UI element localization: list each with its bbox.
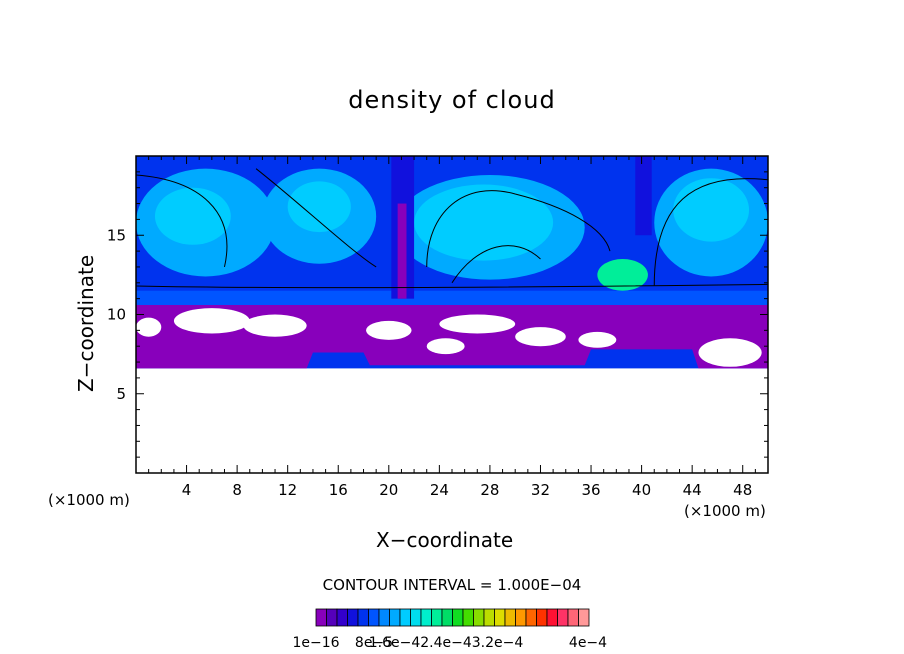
field-cell (673, 178, 750, 242)
x-tick-label: 8 (232, 481, 242, 499)
field-cell (287, 181, 351, 233)
colorbar-label: 1.6e−42.4e−43.2e−4 (369, 635, 524, 651)
field-hole (366, 320, 412, 340)
colorbar-swatch (515, 608, 527, 627)
colorbar-swatch (326, 608, 338, 627)
colorbar-swatch (494, 608, 506, 627)
field-cell (154, 187, 231, 245)
contour-line (653, 178, 768, 286)
colorbar-swatch (399, 608, 411, 627)
field-hole (439, 314, 516, 334)
contour-line (451, 245, 541, 284)
x-unit-label-left: (×1000 m) (48, 491, 130, 509)
colorbar: 1e−16 8e−51.6e−42.4e−43.2e−4 4e−4 (292, 608, 607, 651)
colorbar-swatch (389, 608, 401, 627)
chart-title: density of cloud (348, 86, 556, 114)
colorbar-swatch (525, 608, 537, 627)
field-column-core (397, 203, 407, 299)
x-tick-label: 32 (531, 481, 550, 499)
contour-line (255, 168, 377, 268)
field-hole (243, 314, 307, 337)
colorbar-swatch (462, 608, 474, 627)
colorbar-swatch (336, 608, 348, 627)
colorbar-swatch (536, 608, 548, 627)
y-tick-label: 5 (116, 385, 126, 403)
cloud-density-field (136, 156, 768, 473)
colorbar-swatch (420, 608, 432, 627)
y-tick-label: 10 (107, 306, 126, 324)
x-tick-label: 28 (480, 481, 499, 499)
colorbar-swatch (410, 608, 422, 627)
colorbar-swatch (483, 608, 495, 627)
field-hole (698, 338, 762, 367)
x-tick-label: 48 (733, 481, 752, 499)
x-tick-label: 4 (182, 481, 192, 499)
colorbar-swatch (378, 608, 390, 627)
x-tick-label: 12 (278, 481, 297, 499)
field-column (635, 156, 652, 236)
field-hole (578, 331, 617, 348)
y-tick-label: 15 (107, 226, 126, 244)
contour-line (136, 174, 228, 268)
field-hole (515, 327, 566, 347)
x-tick-label: 24 (430, 481, 449, 499)
field-hole (136, 317, 162, 337)
x-tick-label: 16 (329, 481, 348, 499)
colorbar-swatch (557, 608, 569, 627)
colorbar-label: 1e−16 (292, 635, 339, 651)
colorbar-swatch (441, 608, 453, 627)
x-tick-label: 20 (379, 481, 398, 499)
colorbar-swatch (473, 608, 485, 627)
colorbar-swatch (452, 608, 464, 627)
y-axis-label: Z−coordinate (74, 254, 98, 392)
field-lower-band (136, 290, 768, 309)
field-cell (414, 184, 554, 261)
colorbar-swatch (357, 608, 369, 627)
field-hole (426, 338, 465, 355)
colorbar-swatch (578, 608, 590, 627)
colorbar-swatch (546, 608, 558, 627)
x-unit-label-right: (×1000 m) (684, 502, 766, 520)
colorbar-label: 8e−5 (355, 635, 393, 651)
x-axis-label: X−coordinate (376, 528, 514, 552)
x-tick-label: 44 (683, 481, 702, 499)
colorbar-swatch (504, 608, 516, 627)
contour-line (136, 283, 768, 289)
colorbar-label: 4e−4 (569, 635, 607, 651)
field-hole (173, 308, 250, 334)
colorbar-swatch (567, 608, 579, 627)
x-tick-label: 36 (581, 481, 600, 499)
colorbar-swatch (315, 608, 327, 627)
colorbar-swatch (431, 608, 443, 627)
x-tick-label: 40 (632, 481, 651, 499)
colorbar-swatch (347, 608, 359, 627)
contour-line (426, 190, 611, 267)
contour-interval-text: CONTOUR INTERVAL = 1.000E−04 (322, 576, 582, 594)
field-cell (597, 259, 648, 291)
colorbar-swatch (368, 608, 380, 627)
